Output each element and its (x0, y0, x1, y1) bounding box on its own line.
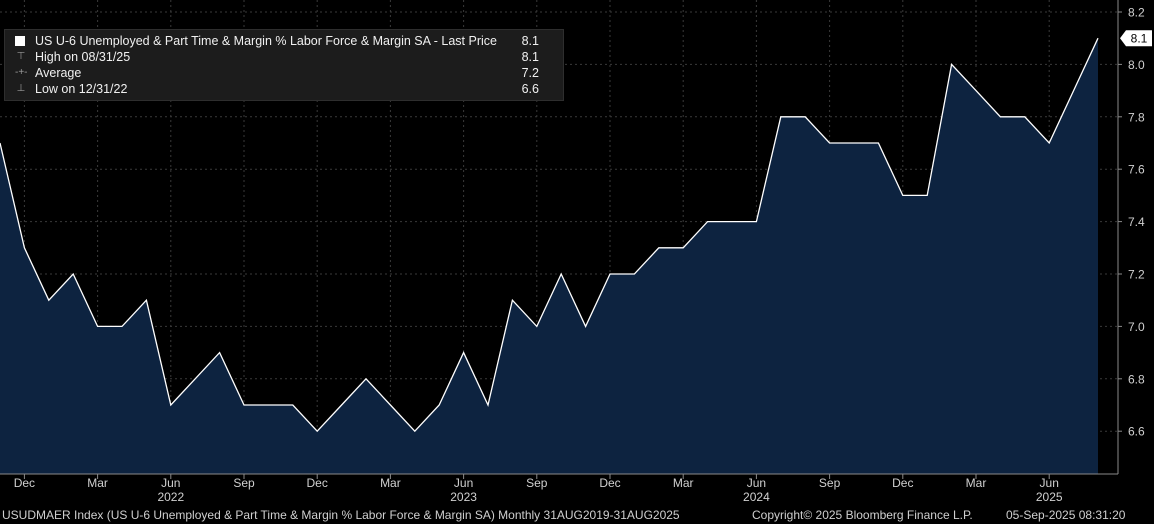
legend-row-low: ⊥ Low on 12/31/22 6.6 (13, 81, 539, 97)
white-square-icon (15, 36, 25, 46)
chart-legend: US U-6 Unemployed & Part Time & Margin %… (4, 29, 564, 101)
legend-series-label: US U-6 Unemployed & Part Time & Margin %… (35, 34, 497, 48)
y-tick-label: 6.6 (1128, 425, 1145, 439)
low-marker-icon: ⊥ (16, 83, 26, 94)
x-tick-label: Mar (380, 476, 401, 490)
y-tick-label: 7.0 (1128, 320, 1145, 334)
x-tick-label: Dec (892, 476, 913, 490)
y-tick-label: 8.2 (1128, 6, 1145, 20)
y-tick-label: 7.8 (1128, 110, 1145, 124)
legend-average-label: Average (35, 66, 82, 80)
legend-low-label: Low on 12/31/22 (35, 82, 128, 96)
legend-row-average: -+- Average 7.2 (13, 65, 539, 81)
last-price-tag-shape (1120, 30, 1152, 47)
x-tick-label: Dec (307, 476, 328, 490)
y-tick-label: 7.4 (1128, 215, 1145, 229)
y-tick-label: 6.8 (1128, 372, 1145, 386)
chart-footer: USUDMAER Index (US U-6 Unemployed & Part… (0, 507, 1154, 524)
legend-row-series: US U-6 Unemployed & Part Time & Margin %… (13, 33, 539, 49)
x-tick-label: Mar (87, 476, 108, 490)
footer-index-text: USUDMAER Index (US U-6 Unemployed & Part… (2, 508, 680, 522)
series-area-fill (0, 38, 1098, 474)
legend-low-value: 6.6 (521, 82, 539, 96)
chart-svg: 6.66.87.07.27.47.67.88.08.2 Dec Mar Jun202… (0, 0, 1152, 504)
legend-row-high: ⊤ High on 08/31/25 8.1 (13, 49, 539, 65)
x-year-label: 2024 (743, 490, 770, 504)
x-tick-label: Jun (1040, 476, 1059, 490)
y-tick-label: 7.6 (1128, 163, 1145, 177)
x-tick-label: Jun (161, 476, 180, 490)
y-tick-label: 7.2 (1128, 268, 1145, 282)
y-axis-ticks: 6.6 6.8 7.0 7.2 7.4 7.6 7.8 8.0 8.2 (1118, 6, 1145, 439)
x-year-label: 2023 (450, 490, 477, 504)
legend-high-label: High on 08/31/25 (35, 50, 131, 64)
legend-series-value: 8.1 (521, 34, 539, 48)
x-tick-label: Sep (819, 476, 841, 490)
last-price-tag-label: 8.1 (1131, 32, 1148, 46)
x-tick-label: Sep (233, 476, 255, 490)
x-year-label: 2025 (1036, 490, 1063, 504)
x-tick-label: Dec (599, 476, 620, 490)
footer-timestamp: 05-Sep-2025 08:31:20 (1006, 508, 1126, 522)
y-tick-label: 8.0 (1128, 58, 1145, 72)
x-tick-label: Dec (14, 476, 35, 490)
x-tick-label: Mar (966, 476, 987, 490)
legend-high-value: 8.1 (521, 50, 539, 64)
x-year-label: 2022 (157, 490, 184, 504)
x-tick-label: Mar (673, 476, 694, 490)
legend-average-value: 7.2 (521, 66, 539, 80)
series-line (0, 37, 1099, 433)
footer-copyright: Copyright© 2025 Bloomberg Finance L.P. (752, 508, 973, 522)
last-price-tag: 8.1 (1120, 30, 1152, 47)
x-tick-label: Sep (526, 476, 548, 490)
x-tick-label: Jun (454, 476, 473, 490)
x-tick-label: Jun (747, 476, 766, 490)
high-marker-icon: ⊤ (16, 51, 26, 62)
average-marker-icon: -+- (15, 67, 28, 78)
